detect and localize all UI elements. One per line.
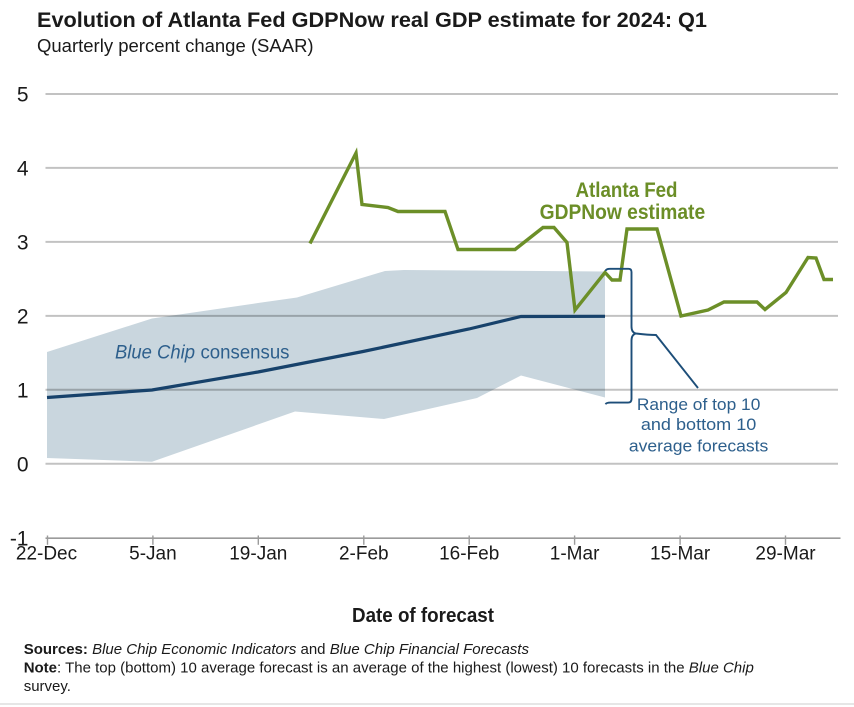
svg-text:2: 2 [17,306,29,329]
svg-text:15-Mar: 15-Mar [650,544,711,565]
svg-text:Range of top 10: Range of top 10 [637,395,761,414]
svg-text:consensus: consensus [201,342,290,364]
svg-text:Atlanta Fed: Atlanta Fed [576,179,678,202]
svg-text:Blue Chip: Blue Chip [115,342,195,364]
svg-text:survey.: survey. [24,678,71,695]
svg-text:Evolution of Atlanta Fed GDPNo: Evolution of Atlanta Fed GDPNow real GDP… [37,8,707,32]
svg-text:GDPNow estimate: GDPNow estimate [540,201,706,224]
svg-text:16-Feb: 16-Feb [439,544,499,565]
svg-text:-1: -1 [10,527,29,550]
svg-text:22-Dec: 22-Dec [16,544,77,565]
svg-text:5-Jan: 5-Jan [129,544,177,565]
svg-text:29-Mar: 29-Mar [755,544,816,565]
svg-text:4: 4 [17,158,29,181]
svg-text:0: 0 [17,453,29,476]
svg-text:2-Feb: 2-Feb [339,544,389,565]
svg-text:1-Mar: 1-Mar [550,544,600,565]
svg-text:Sources: Blue Chip Economic In: Sources: Blue Chip Economic Indicators a… [24,641,530,658]
svg-text:Date of forecast: Date of forecast [352,605,494,627]
svg-text:5: 5 [17,84,29,107]
svg-text:average forecasts: average forecasts [629,436,769,455]
svg-text:and bottom 10: and bottom 10 [641,415,757,434]
svg-text:1: 1 [17,379,29,402]
svg-text:3: 3 [17,232,29,255]
svg-text:19-Jan: 19-Jan [229,544,287,565]
svg-text:Note: The top (bottom) 10 aver: Note: The top (bottom) 10 average foreca… [24,660,754,677]
svg-text:Quarterly percent change (SAAR: Quarterly percent change (SAAR) [37,35,314,56]
